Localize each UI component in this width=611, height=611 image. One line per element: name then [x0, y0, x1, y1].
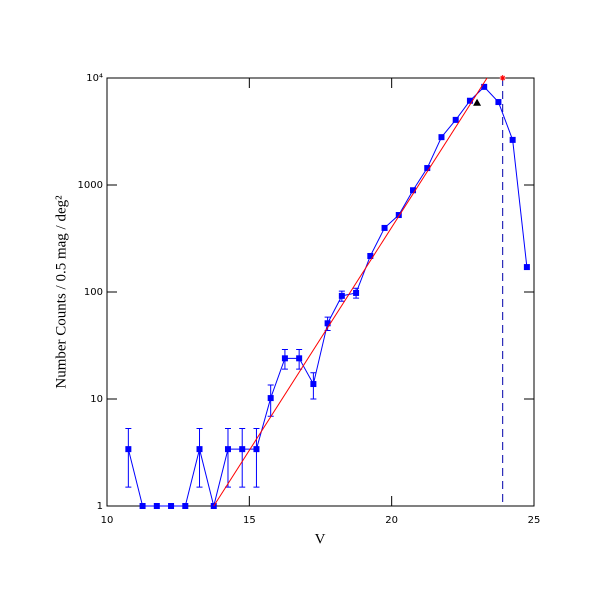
point	[438, 134, 445, 141]
triangle-marker	[473, 98, 482, 106]
series-line	[127, 86, 528, 507]
point	[509, 136, 516, 143]
point	[253, 446, 260, 453]
point	[239, 446, 246, 453]
point	[424, 165, 431, 172]
point	[296, 355, 303, 362]
point	[481, 83, 488, 90]
point	[182, 503, 189, 509]
y-tick-label: 10⁴	[86, 73, 103, 84]
point	[267, 395, 274, 402]
point	[523, 264, 530, 271]
x-tick-label: 20	[385, 515, 398, 526]
point	[139, 503, 146, 509]
x-tick-label: 25	[528, 515, 541, 526]
y-tick-label: 1000	[78, 180, 103, 191]
point	[381, 224, 388, 231]
point	[367, 252, 374, 259]
star-marker	[499, 75, 506, 81]
x-tick-label: 15	[243, 515, 256, 526]
point	[168, 503, 175, 509]
point	[125, 446, 132, 453]
point	[452, 116, 459, 123]
plot-frame	[106, 77, 535, 507]
point	[224, 446, 231, 453]
point	[281, 355, 288, 362]
point	[153, 503, 160, 509]
y-tick-label: 1	[97, 501, 103, 512]
point	[324, 320, 331, 327]
point	[495, 99, 502, 106]
point	[338, 292, 345, 299]
point	[466, 97, 473, 104]
point	[196, 446, 203, 453]
point	[395, 212, 402, 219]
error-bar	[196, 428, 203, 488]
y-axis-label: Number Counts / 0.5 mag / deg²	[53, 195, 69, 389]
x-tick-label: 10	[101, 515, 114, 526]
point	[410, 187, 417, 194]
x-axis-label: V	[315, 531, 326, 547]
error-bar	[239, 428, 246, 488]
error-bar	[125, 428, 132, 488]
y-tick-label: 10	[90, 394, 103, 405]
point	[353, 289, 360, 296]
y-tick-label: 100	[84, 287, 103, 298]
error-bar	[253, 428, 260, 488]
series-line	[213, 77, 488, 507]
point	[310, 381, 317, 388]
